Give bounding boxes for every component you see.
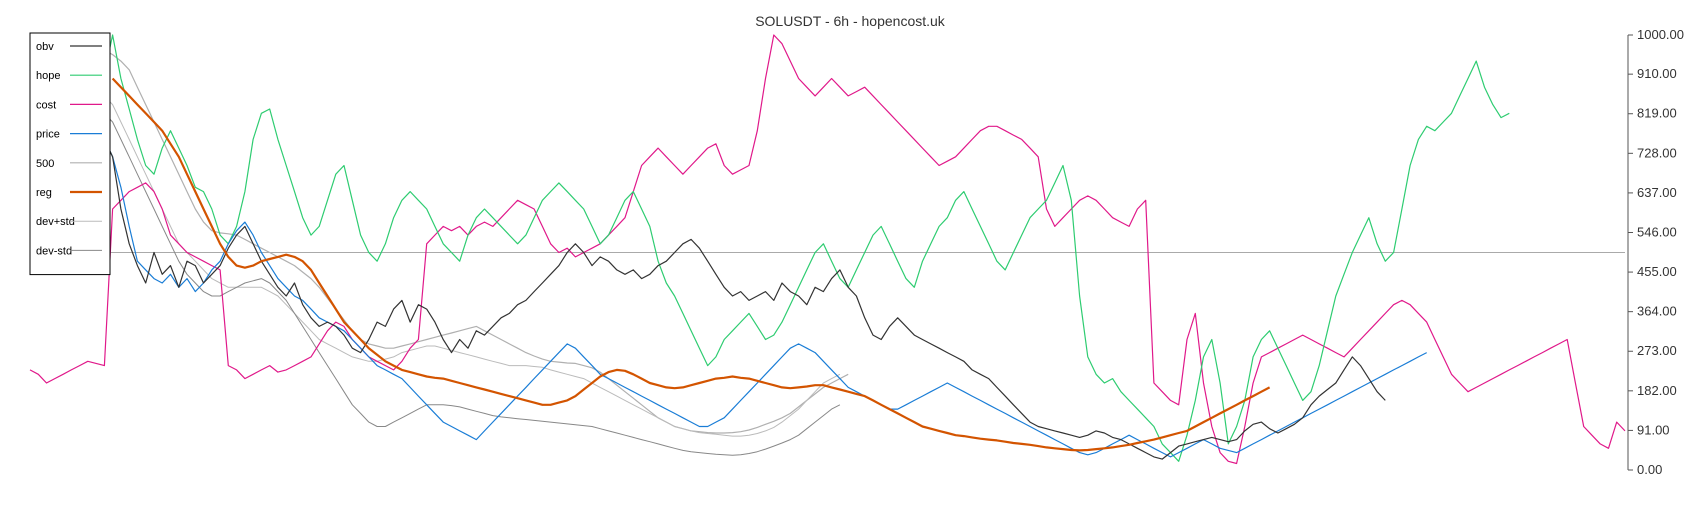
legend-box bbox=[29, 32, 111, 276]
legend-label: dev-std bbox=[36, 245, 72, 257]
series-line-cost bbox=[29, 34, 1626, 465]
y-tick-label: 91.00 bbox=[1637, 422, 1670, 437]
series-line-reg bbox=[111, 77, 1271, 452]
series-line-price bbox=[29, 69, 1427, 458]
series-line-hope bbox=[29, 34, 1510, 462]
y-axis: 0.00 91.00 182.00 273.00 364.00 455.00 546.00 6… bbox=[1627, 27, 1684, 477]
y-tick-label: 182.00 bbox=[1637, 383, 1677, 398]
series-line-dev-std bbox=[95, 86, 841, 437]
legend-label: dev+std bbox=[36, 216, 75, 228]
legend-label: 500 bbox=[36, 158, 54, 170]
series-group bbox=[29, 34, 1626, 465]
legend-label: obv bbox=[36, 41, 54, 53]
chart-title: SOLUSDT - 6h - hopencost.uk bbox=[755, 13, 946, 29]
legend-label: price bbox=[36, 129, 60, 141]
series-line-dev-std bbox=[95, 104, 841, 456]
series-line-500 bbox=[95, 47, 849, 434]
legend-label: cost bbox=[36, 99, 56, 111]
legend: obv hope cost price 500 reg dev+std dev-std bbox=[29, 32, 111, 276]
y-tick-label: 273.00 bbox=[1637, 343, 1677, 358]
y-tick-label: 0.00 bbox=[1637, 462, 1662, 477]
legend-label: hope bbox=[36, 70, 60, 82]
y-tick-label: 910.00 bbox=[1637, 66, 1677, 81]
y-tick-label: 637.00 bbox=[1637, 185, 1677, 200]
legend-label: reg bbox=[36, 187, 52, 199]
y-tick-label: 364.00 bbox=[1637, 304, 1677, 319]
y-tick-label: 1000.00 bbox=[1637, 27, 1684, 42]
series-line-obv bbox=[29, 65, 1386, 460]
y-tick-label: 455.00 bbox=[1637, 264, 1677, 279]
y-tick-label: 728.00 bbox=[1637, 145, 1677, 160]
y-tick-label: 546.00 bbox=[1637, 224, 1677, 239]
y-tick-label: 819.00 bbox=[1637, 106, 1677, 121]
